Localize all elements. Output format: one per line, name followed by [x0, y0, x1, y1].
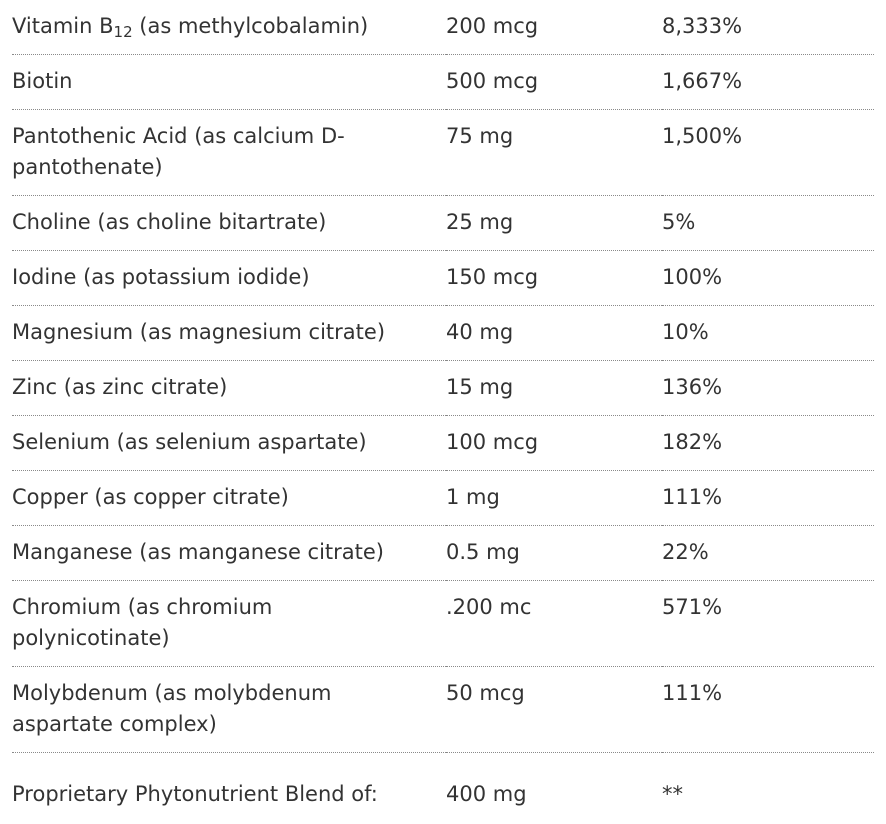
subscript: 12 — [113, 23, 133, 41]
table-row: Molybdenum (as molybdenum aspartate comp… — [12, 666, 874, 753]
table-row: Copper (as copper citrate) 1 mg 111% — [12, 470, 874, 526]
table-row: Biotin 500 mcg 1,667% — [12, 54, 874, 110]
text-part: (as methylcobalamin) — [132, 14, 369, 38]
nutrient-name: Pantothenic Acid (as calcium D-pantothen… — [12, 109, 446, 196]
amount: 400 mg — [446, 782, 527, 806]
table-row: Selenium (as selenium aspartate) 100 mcg 1… — [12, 415, 874, 471]
nutrient-table: Vitamin B12 (as methylcobalamin) 200 mcg 8… — [12, 0, 874, 822]
daily-value: 5% — [662, 195, 874, 251]
daily-value: 571% — [662, 580, 874, 667]
daily-value: 8,333% — [662, 0, 874, 55]
amount: 500 mcg — [446, 54, 662, 110]
table-row: Iodine (as potassium iodide) 150 mcg 100% — [12, 250, 874, 306]
nutrient-name: Copper (as copper citrate) — [12, 470, 446, 526]
table-row: Proprietary Phytonutrient Blend of: 400 m… — [12, 753, 874, 823]
amount: 75 mg — [446, 109, 662, 196]
daily-value: 1,667% — [662, 54, 874, 110]
daily-value: ** — [662, 782, 683, 806]
amount: 0.5 mg — [446, 525, 662, 581]
amount: 25 mg — [446, 195, 662, 251]
amount: 15 mg — [446, 360, 662, 416]
amount: 50 mcg — [446, 666, 662, 753]
daily-value: 10% — [662, 305, 874, 361]
table-row: Vitamin B12 (as methylcobalamin) 200 mcg 8… — [12, 0, 874, 55]
table-body: Vitamin B12 (as methylcobalamin) 200 mcg 8… — [12, 0, 874, 822]
table-row: Magnesium (as magnesium citrate) 40 mg 10% — [12, 305, 874, 361]
amount: 100 mcg — [446, 415, 662, 471]
nutrient-name: Selenium (as selenium aspartate) — [12, 415, 446, 471]
nutrient-name: Zinc (as zinc citrate) — [12, 360, 446, 416]
nutrient-name: Magnesium (as magnesium citrate) — [12, 305, 446, 361]
daily-value: 182% — [662, 415, 874, 471]
nutrient-name: Choline (as choline bitartrate) — [12, 195, 446, 251]
amount: 200 mcg — [446, 0, 662, 55]
amount: 1 mg — [446, 470, 662, 526]
amount: 40 mg — [446, 305, 662, 361]
nutrient-name: Biotin — [12, 54, 446, 110]
daily-value: 136% — [662, 360, 874, 416]
nutrient-name: Vitamin B12 (as methylcobalamin) — [12, 0, 446, 55]
daily-value: 22% — [662, 525, 874, 581]
amount: 150 mcg — [446, 250, 662, 306]
daily-value: 111% — [662, 666, 874, 753]
table-row: Choline (as choline bitartrate) 25 mg 5% — [12, 195, 874, 251]
nutrient-name: Proprietary Phytonutrient Blend of: — [12, 782, 378, 806]
table-row: Zinc (as zinc citrate) 15 mg 136% — [12, 360, 874, 416]
amount: .200 mc — [446, 580, 662, 667]
daily-value: 100% — [662, 250, 874, 306]
nutrient-name: Manganese (as manganese citrate) — [12, 525, 446, 581]
nutrient-name: Chromium (as chromium polynicotinate) — [12, 580, 446, 667]
nutrient-name: Iodine (as potassium iodide) — [12, 250, 446, 306]
nutrient-name: Molybdenum (as molybdenum aspartate comp… — [12, 666, 446, 753]
text-part: Vitamin B — [12, 14, 114, 38]
table-row: Manganese (as manganese citrate) 0.5 mg 22… — [12, 525, 874, 581]
daily-value: 1,500% — [662, 109, 874, 196]
daily-value: 111% — [662, 470, 874, 526]
table-row: Pantothenic Acid (as calcium D-pantothen… — [12, 109, 874, 196]
table-row: Chromium (as chromium polynicotinate) .20… — [12, 580, 874, 667]
